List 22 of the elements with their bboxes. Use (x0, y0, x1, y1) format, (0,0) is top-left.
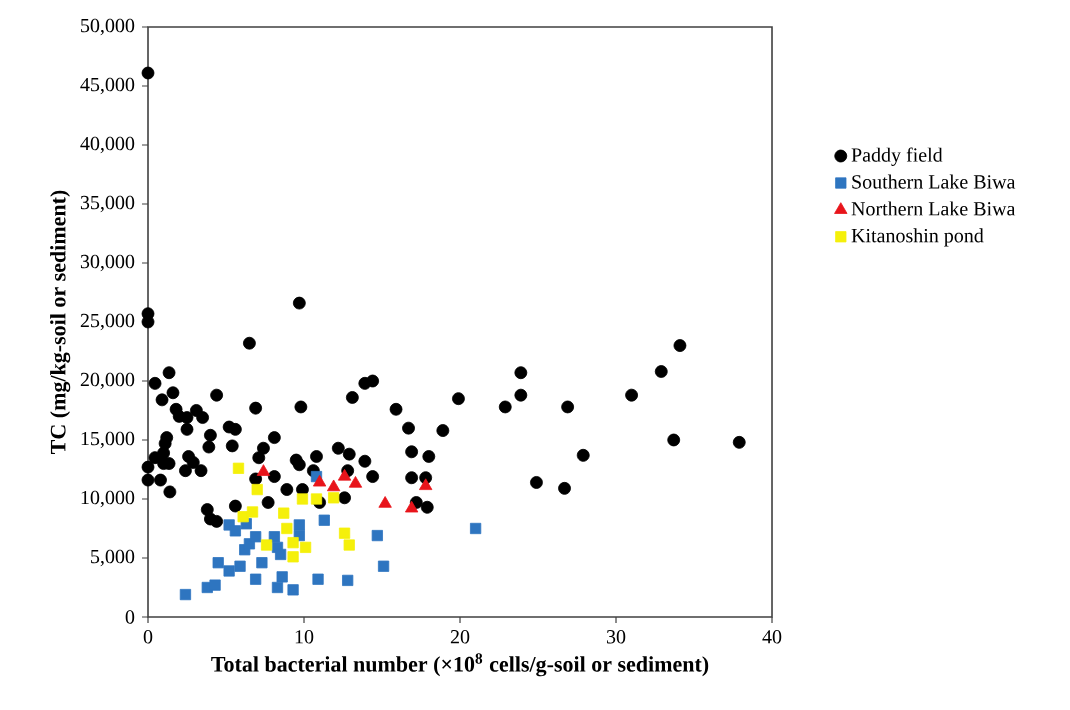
y-tick-label: 40,000 (80, 136, 135, 154)
legend-label: Kitanoshin pond (851, 228, 984, 247)
y-tick-label: 0 (125, 610, 135, 624)
y-tick-label: 5,000 (91, 549, 135, 567)
y-axis-title: TC (mg/kg-soil or sediment) (50, 190, 71, 454)
y-tick-label: 30,000 (80, 254, 135, 272)
x-tick-label: 20 (450, 630, 470, 644)
y-tick-label: 45,000 (80, 77, 135, 95)
x-tick-label: 0 (143, 630, 153, 644)
legend-label: Northern Lake Biwa (851, 201, 1016, 216)
legend-label: Southern Lake Biwa (852, 174, 1016, 189)
y-tick-label: 35,000 (80, 195, 135, 213)
y-tick-label: 25,000 (80, 313, 135, 331)
legend-label: Paddy field (851, 147, 943, 166)
x-axis-title: Total bacterial number (×10$^{8}$ cells/g-soil or sediment) (211, 653, 709, 677)
y-tick-label: 50,000 (81, 18, 135, 36)
y-tick-label: 15,000 (81, 431, 135, 449)
x-tick-label: 40 (762, 630, 782, 644)
x-tick-label: 30 (606, 630, 626, 644)
y-tick-label: 10,000 (81, 490, 135, 508)
x-tick-label: 10 (295, 630, 314, 644)
y-tick-label: 20,000 (80, 372, 135, 390)
